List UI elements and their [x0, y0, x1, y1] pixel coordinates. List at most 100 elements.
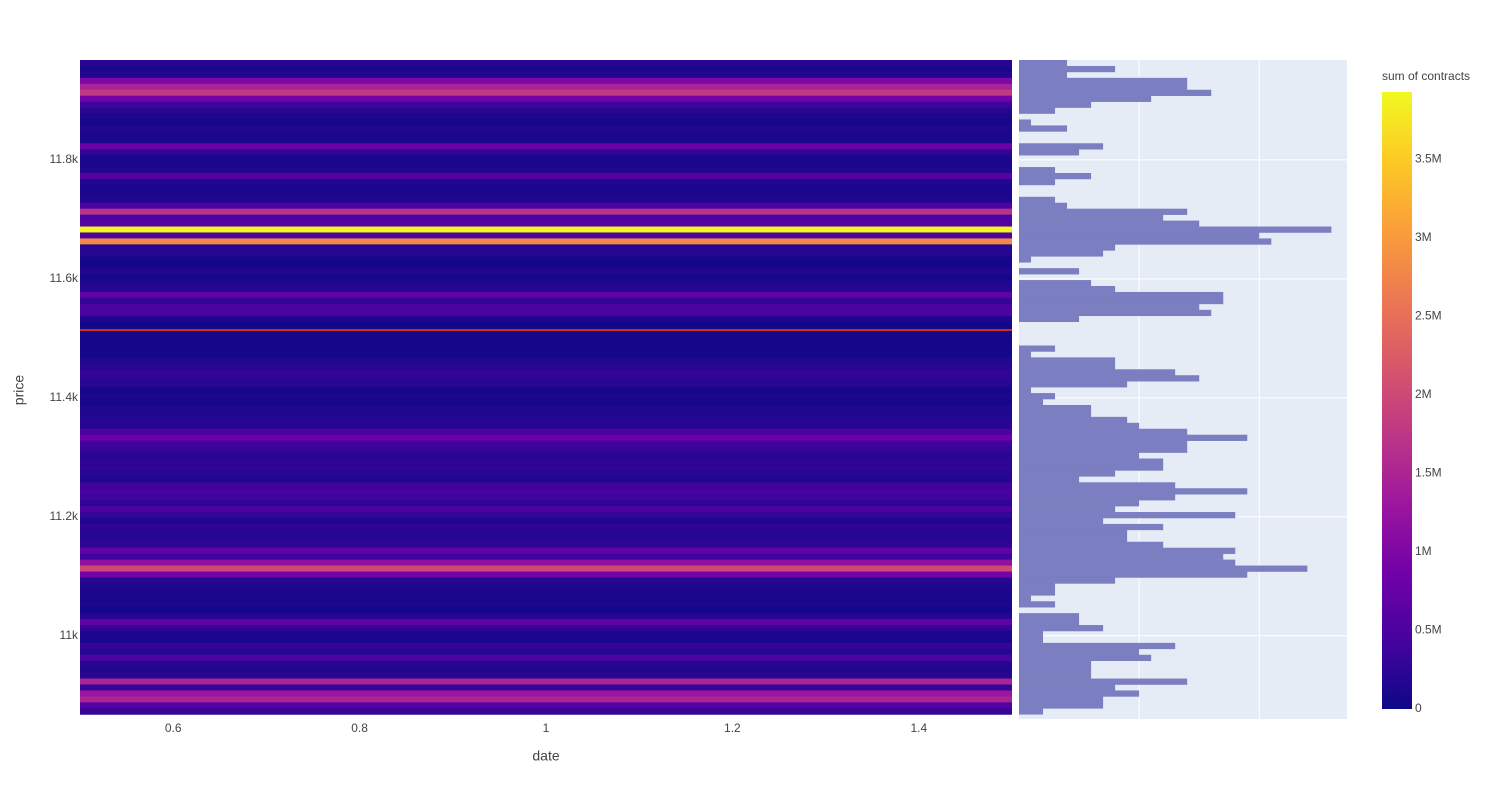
- heatmap-cell: [80, 178, 1012, 186]
- heatmap-cell: [80, 482, 1012, 489]
- heatmap-cell: [80, 60, 1012, 67]
- heatmap-cell: [80, 666, 1012, 674]
- histogram-bar: [1019, 404, 1092, 412]
- heatmap-cell: [80, 89, 1012, 97]
- histogram-bar: [1019, 678, 1188, 685]
- colorbar-tick-label: 2.5M: [1415, 309, 1442, 323]
- histogram-bar: [1019, 173, 1092, 180]
- colorbar-title: sum of contracts: [1382, 69, 1470, 83]
- heatmap-cell: [80, 107, 1012, 115]
- histogram-bar: [1019, 410, 1092, 418]
- heatmap-cell: [80, 690, 1012, 697]
- heatmap-cell: [80, 167, 1012, 174]
- heatmap-cell: [80, 512, 1012, 519]
- histogram-bar: [1019, 666, 1092, 673]
- y-tick-label: 11.8k: [50, 152, 79, 166]
- heatmap-cell: [80, 297, 1012, 305]
- heatmap-cell: [80, 149, 1012, 156]
- histogram-bar: [1019, 363, 1116, 370]
- heatmap-cell: [80, 274, 1012, 281]
- heatmap-cell: [80, 71, 1012, 79]
- histogram-bar: [1019, 238, 1272, 245]
- heatmap-cell: [80, 363, 1012, 370]
- histogram-bar: [1019, 220, 1200, 227]
- heatmap-cell: [80, 470, 1012, 477]
- heatmap-cell: [80, 565, 1012, 572]
- heatmap-cell: [80, 589, 1012, 596]
- histogram-bar: [1019, 89, 1212, 96]
- heatmap-cell: [80, 303, 1012, 311]
- histogram-bar: [1019, 167, 1056, 174]
- heatmap-cell: [80, 642, 1012, 650]
- histogram-bar: [1019, 565, 1308, 572]
- heatmap-cell: [80, 77, 1012, 85]
- histogram-bar: [1019, 595, 1032, 602]
- heatmap-cell: [80, 619, 1012, 626]
- y-axis-title: price: [11, 375, 27, 406]
- histogram-bar: [1019, 500, 1140, 507]
- heatmap-cell: [80, 321, 1012, 329]
- histogram-bar: [1019, 303, 1200, 311]
- heatmap-cell: [80, 517, 1012, 525]
- histogram-bar: [1019, 101, 1092, 108]
- histogram-bar: [1019, 636, 1044, 644]
- histogram-bar: [1019, 464, 1164, 471]
- heatmap-cell: [80, 119, 1012, 126]
- histogram-bar: [1019, 619, 1080, 626]
- colorbar: [1382, 92, 1412, 709]
- heatmap-cell: [80, 291, 1012, 299]
- heatmap-cell: [80, 173, 1012, 180]
- heatmap-cell: [80, 654, 1012, 662]
- histogram-bar: [1019, 476, 1080, 483]
- x-tick-label: 0.6: [165, 721, 182, 735]
- histogram-bar: [1019, 375, 1200, 382]
- histogram-bar: [1019, 345, 1056, 352]
- histogram-bar: [1019, 488, 1248, 495]
- heatmap-cell: [80, 660, 1012, 668]
- heatmap-cell: [80, 339, 1012, 346]
- y-tick-label: 11.4k: [50, 390, 79, 404]
- colorbar-tick-label: 2M: [1415, 387, 1432, 401]
- x-tick-label: 1.2: [724, 721, 741, 735]
- heatmap-cell: [80, 65, 1012, 73]
- heatmap-cell: [80, 416, 1012, 424]
- heatmap-cell: [80, 381, 1012, 388]
- histogram-bar: [1019, 702, 1104, 709]
- heatmap-cell: [80, 226, 1012, 233]
- heatmap-cell: [80, 161, 1012, 168]
- histogram-bar: [1019, 553, 1224, 560]
- heatmap-cell: [80, 125, 1012, 132]
- histogram-bar: [1019, 291, 1224, 299]
- heatmap-cell: [80, 315, 1012, 323]
- heatmap-cell: [80, 250, 1012, 257]
- histogram-bar: [1019, 523, 1164, 531]
- heatmap-cell: [80, 428, 1012, 436]
- heatmap-cell: [80, 535, 1012, 543]
- histogram-bar: [1019, 214, 1164, 221]
- heatmap-cell: [80, 137, 1012, 144]
- heatmap-cell: [80, 547, 1012, 555]
- heatmap-cell: [80, 375, 1012, 382]
- histogram-bar: [1019, 280, 1092, 287]
- heatmap-cell: [80, 393, 1012, 400]
- histogram-bar: [1019, 60, 1068, 67]
- histogram-bar: [1019, 613, 1080, 620]
- histogram-bar: [1019, 309, 1212, 317]
- heatmap-cell: [80, 500, 1012, 507]
- y-tick-label: 11k: [60, 628, 79, 642]
- x-tick-label: 1.4: [910, 721, 927, 735]
- heatmap-cell: [80, 280, 1012, 287]
- histogram-bar: [1019, 672, 1092, 679]
- histogram-bar: [1019, 654, 1152, 662]
- histogram-bar: [1019, 357, 1116, 364]
- histogram-bar: [1019, 119, 1032, 126]
- histogram-bar: [1019, 446, 1188, 453]
- colorbar-tick-label: 3.5M: [1415, 152, 1442, 166]
- histogram-bar: [1019, 440, 1188, 447]
- histogram-bar: [1019, 107, 1056, 114]
- heatmap-cell: [80, 452, 1012, 459]
- heatmap-cell: [80, 678, 1012, 686]
- histogram-bar: [1019, 517, 1104, 525]
- heatmap-cell: [80, 113, 1012, 120]
- histogram-bar: [1019, 387, 1032, 394]
